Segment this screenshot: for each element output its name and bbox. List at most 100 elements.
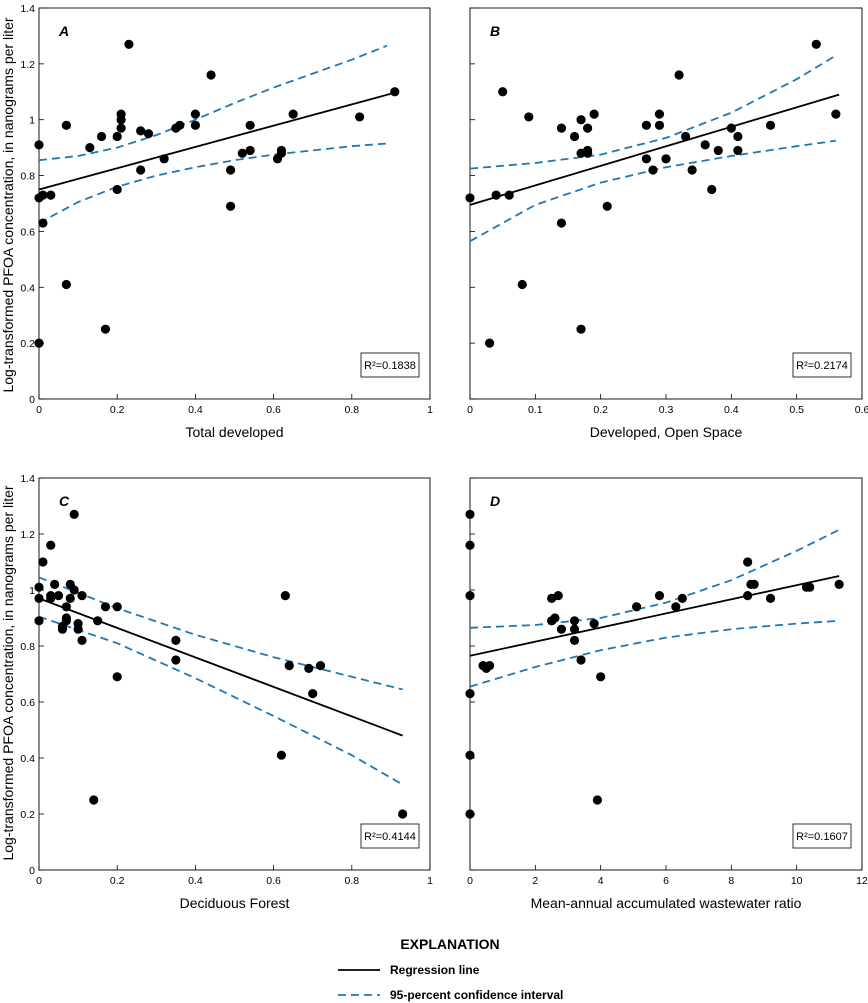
data-point-b — [583, 123, 593, 133]
data-point-b — [674, 70, 684, 80]
data-point-b — [661, 154, 671, 164]
regression-line-a — [38, 92, 394, 191]
y-tick-label-a: 1 — [29, 115, 35, 127]
data-point-a — [190, 120, 200, 130]
panel-d: 0 2 4 6 8 10 12 Mean-annual accumulated wastewa… — [465, 477, 868, 911]
data-point-b — [726, 123, 736, 133]
data-point-a — [159, 154, 169, 164]
data-point-c — [69, 585, 79, 595]
data-point-b — [576, 324, 586, 334]
x-tick-label-b: 0.4 — [724, 404, 739, 416]
plot-frame-c — [38, 477, 431, 871]
data-point-d — [550, 613, 560, 623]
data-point-c — [284, 661, 294, 671]
panel-letter-a: A — [58, 23, 69, 39]
x-tick-label-b: 0.2 — [593, 404, 608, 416]
data-point-d — [632, 602, 642, 612]
plot-frame-b — [469, 7, 863, 400]
data-point-a — [85, 143, 95, 153]
data-point-c — [34, 616, 44, 626]
data-point-c — [61, 613, 71, 623]
y-tick-label-a: 0.2 — [20, 338, 35, 350]
data-point-c — [93, 616, 103, 626]
data-point-b — [504, 190, 514, 200]
data-point-b — [831, 109, 841, 119]
x-tick-label-b: 0.3 — [659, 404, 674, 416]
x-tick-label-a: 0 — [36, 404, 42, 416]
legend-title: EXPLANATION — [400, 936, 499, 952]
data-point-a — [112, 184, 122, 195]
r2-label-a: R²=0.1838 — [364, 360, 416, 372]
data-point-c — [46, 540, 56, 550]
x-axis-label-d: Mean-annual accumulated wastewater ratio — [531, 895, 802, 911]
data-point-c — [38, 557, 48, 567]
y-axis-label-top: Log-transformed PFOA concentration, in n… — [0, 17, 16, 392]
data-point-a — [61, 279, 71, 290]
data-point-b — [700, 140, 710, 150]
data-point-c — [77, 635, 87, 646]
r2-label-d: R²=0.1607 — [796, 831, 848, 843]
r2-label-b: R²=0.2174 — [796, 360, 848, 372]
data-point-d — [671, 602, 681, 612]
data-point-a — [276, 145, 287, 156]
data-point-a — [136, 165, 146, 175]
data-point-a — [38, 190, 48, 200]
data-point-b — [641, 120, 652, 130]
data-point-a — [390, 87, 400, 97]
data-point-c — [171, 655, 181, 665]
x-tick-label-a: 0.8 — [344, 404, 359, 416]
x-tick-label-b: 0 — [467, 404, 473, 416]
r2-box-d — [792, 823, 852, 849]
x-tick-label-c: 0.4 — [188, 875, 203, 887]
panel-b: 0 0.1 0.2 0.3 0.4 0.5 0.6 Developed, Open Space… — [465, 7, 868, 440]
y-tick-label-a: 0.4 — [20, 282, 35, 294]
x-tick-label-c: 0.6 — [266, 875, 281, 887]
x-tick-label-d: 12 — [856, 875, 868, 887]
data-point-a — [175, 120, 185, 130]
data-point-d — [556, 624, 567, 634]
data-point-c — [112, 602, 122, 612]
regression-line-d — [469, 575, 840, 657]
data-point-a — [225, 165, 236, 175]
data-point-a — [38, 218, 48, 228]
x-tick-label-a: 0.2 — [110, 404, 125, 416]
data-point-b — [713, 145, 723, 156]
data-point-c — [89, 795, 99, 805]
data-point-c — [171, 635, 181, 646]
data-point-d — [465, 689, 475, 699]
data-point-b — [498, 87, 508, 97]
data-point-d — [749, 579, 759, 590]
data-point-a — [237, 148, 247, 158]
data-point-a — [143, 129, 154, 139]
data-point-c — [315, 661, 326, 671]
data-point-c — [73, 624, 83, 634]
data-point-d — [576, 655, 586, 665]
data-point-c — [398, 809, 408, 819]
y-tick-label-c: 0 — [29, 865, 35, 877]
data-point-d — [596, 672, 606, 682]
x-tick-label-c: 0 — [36, 875, 42, 887]
data-point-a — [116, 123, 126, 133]
data-point-b — [733, 131, 743, 142]
x-tick-label-b: 0.5 — [789, 404, 804, 416]
data-point-d — [465, 809, 475, 819]
data-point-c — [77, 591, 87, 601]
data-point-b — [556, 218, 567, 228]
data-point-b — [517, 279, 527, 290]
data-point-a — [112, 131, 122, 142]
panel-c: 0 0.2 0.4 0.6 0.8 1 0 0.2 0.4 0.6 0.8 1 1.2 1.4 Decidu… — [20, 473, 433, 911]
data-point-a — [245, 120, 255, 130]
data-point-c — [34, 582, 44, 592]
r2-label-c: R²=0.4144 — [364, 831, 416, 843]
data-point-a — [61, 120, 71, 130]
x-tick-label-d: 10 — [791, 875, 803, 887]
data-point-b — [589, 109, 599, 119]
legend: EXPLANATION Regression line 95-percent c… — [338, 936, 563, 1002]
data-point-c — [112, 672, 122, 682]
data-point-a — [245, 145, 255, 156]
y-tick-label-c: 0.8 — [20, 641, 35, 653]
data-point-d — [465, 750, 475, 760]
panel-letter-b: B — [490, 23, 500, 39]
data-point-b — [765, 120, 776, 130]
